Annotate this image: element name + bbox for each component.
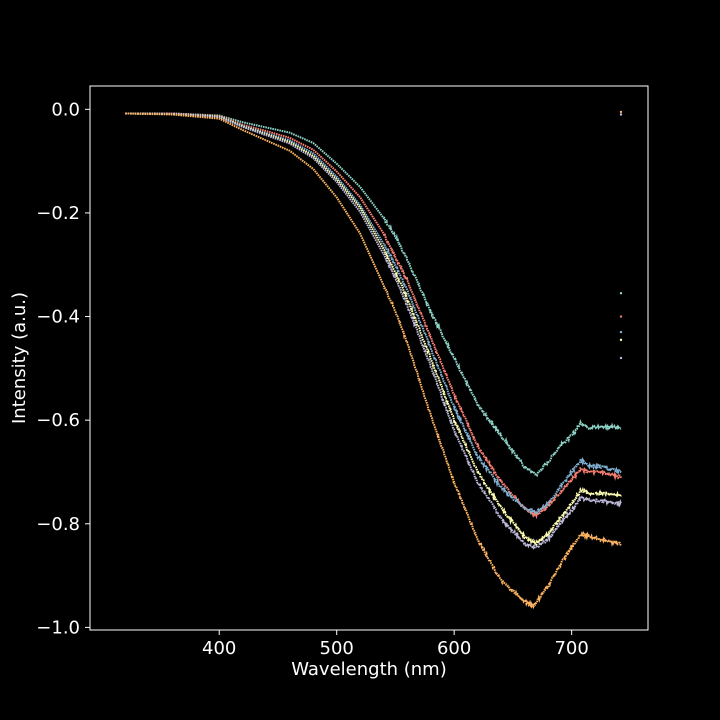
y-tick-label-4: −0.8 (36, 514, 80, 535)
y-axis: 0.0 −0.2 −0.4 −0.6 −0.8 −1.0 (36, 99, 90, 638)
outlier-point-4 (619, 315, 623, 318)
series-6-points (125, 112, 622, 610)
outlier-point-1 (619, 110, 623, 114)
outlier-point-7 (619, 356, 623, 360)
x-axis-label: Wavelength (nm) (291, 659, 447, 680)
x-tick-label-700: 700 (554, 638, 588, 659)
plot-marks (125, 110, 623, 610)
outlier-point-3 (619, 292, 623, 295)
outlier-point-6 (619, 338, 623, 342)
x-tick-label-600: 600 (437, 638, 471, 659)
x-tick-label-500: 500 (320, 638, 354, 659)
series-6 (125, 112, 622, 610)
outlier-point-2 (619, 113, 623, 116)
x-axis: 400 500 600 700 (202, 630, 589, 659)
series-5-points (125, 112, 622, 550)
outlier-point-5 (619, 330, 623, 334)
y-tick-label-3: −0.6 (36, 410, 80, 431)
y-tick-label-2: −0.4 (36, 307, 80, 328)
outlier-points (619, 110, 623, 360)
series-5 (125, 112, 622, 550)
y-axis-label: Intensity (a.u.) (9, 292, 30, 424)
y-tick-label-0: 0.0 (51, 99, 80, 120)
y-tick-label-1: −0.2 (36, 203, 80, 224)
x-tick-label-400: 400 (202, 638, 236, 659)
plot-frame (89, 85, 649, 631)
y-tick-label-5: −1.0 (36, 617, 80, 638)
